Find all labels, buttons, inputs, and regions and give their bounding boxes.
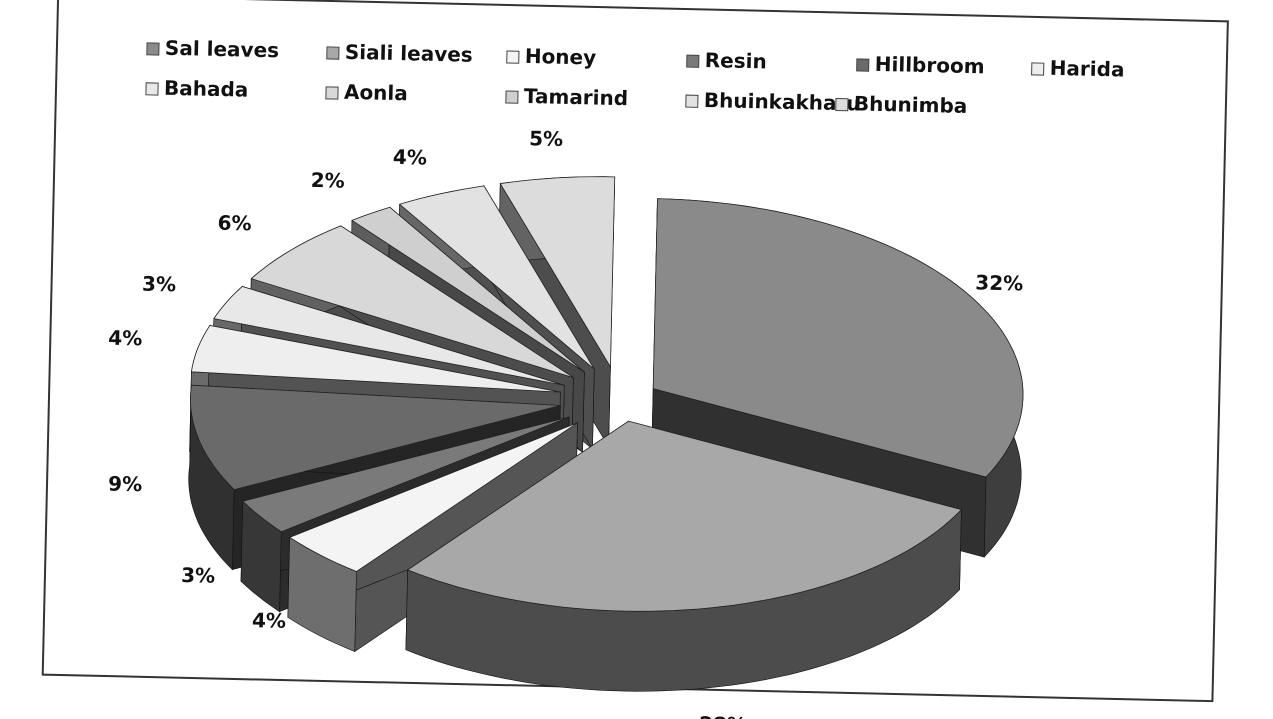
data-label: 32% [975,270,1023,295]
slice [250,225,574,378]
legend-label: Sal leaves [165,36,280,63]
legend-swatch [835,97,849,112]
slice [288,422,578,572]
data-label: 9% [108,471,143,496]
legend-swatch [856,58,870,72]
slice [406,420,963,612]
slice [190,384,561,491]
legend-swatch [1031,62,1045,76]
legend-swatch [685,94,699,108]
legend-label: Honey [525,44,597,70]
legend-swatch [506,50,520,64]
data-label: 3% [142,272,177,297]
chart-area: Sal leaves Siali leaves Honey Resin Hillbroo… [41,0,1229,719]
slice [213,285,565,386]
data-label: 6% [217,211,252,236]
data-label: 4% [252,608,287,633]
legend-swatch [145,82,159,96]
legend-label: Bahada [164,76,249,102]
slice [652,198,1024,478]
data-label: 2% [311,168,346,193]
slice [499,176,616,369]
slice [190,324,561,393]
legend-label: Hillbroom [875,52,985,78]
legend-label: Tamarind [524,84,629,110]
legend-label: Siali leaves [345,40,473,67]
legend-label: Bhuinkakharu [704,88,861,116]
slice [241,416,570,533]
legend-swatch [325,86,339,100]
data-label: 28% [699,712,747,719]
legend-swatch [686,54,700,68]
slice [398,185,595,370]
legend-swatch [146,42,160,56]
data-label: 5% [529,126,564,151]
data-label: 3% [181,563,216,588]
legend-swatch [326,46,340,60]
legend-label: Aonla [344,80,408,105]
legend-label: Bhunimba [854,91,968,118]
legend-swatch [505,90,519,104]
slice [351,206,585,373]
legend-label: Harida [1049,56,1124,82]
data-label: 4% [393,145,428,170]
data-label: 4% [108,326,143,351]
legend-label: Resin [705,48,767,73]
